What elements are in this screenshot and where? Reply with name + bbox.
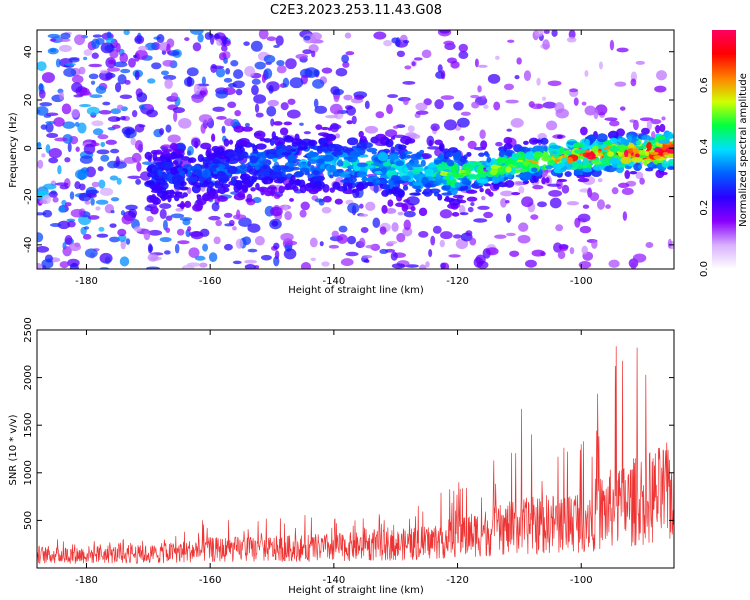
y-tick-label: 500 [23, 511, 34, 530]
y-tick-label: 20 [23, 94, 34, 107]
x-tick-label: -140 [323, 575, 346, 586]
x-tick-label: -180 [75, 276, 98, 287]
colorbar-tick-label: 0.2 [699, 200, 710, 216]
colorbar-ticks: 0.0 0.2 0.4 0.6 [699, 77, 710, 277]
x-tick-label: -160 [199, 575, 222, 586]
spectrogram-y-ticks: -40 -20 0 20 40 [23, 45, 674, 253]
colorbar-label: Normalized spectral amplitude [738, 73, 749, 227]
colorbar: 0.0 0.2 0.4 0.6 Normalized spectral amplitu… [699, 30, 749, 277]
colorbar-tick-label: 0.0 [699, 261, 710, 277]
snr-panel: -180 -160 -140 -120 -100 500 1000 1500 2000 2500… [8, 317, 675, 596]
y-tick-label: 1000 [23, 460, 34, 485]
x-tick-label: -100 [570, 276, 593, 287]
snr-y-label: SNR (10 * v/v) [8, 414, 19, 485]
spectrogram-x-ticks: -180 -160 -140 -120 -100 [75, 30, 593, 287]
spectrogram-heatmap [37, 30, 674, 269]
x-tick-label: -160 [199, 276, 222, 287]
snr-series-line [37, 346, 674, 564]
figure-title: C2E3.2023.253.11.43.G08 [270, 3, 442, 18]
y-tick-label: -40 [23, 237, 34, 253]
x-tick-label: -120 [446, 575, 469, 586]
x-tick-label: -140 [323, 276, 346, 287]
y-tick-label: 2000 [23, 365, 34, 390]
snr-x-label: Height of straight line (km) [288, 585, 424, 596]
y-tick-label: 40 [23, 45, 34, 58]
spectrogram-x-label: Height of straight line (km) [288, 285, 424, 296]
spectrogram-y-label: Frequency (Hz) [8, 112, 19, 188]
snr-y-ticks: 500 1000 1500 2000 2500 [23, 317, 674, 530]
colorbar-tick-label: 0.4 [699, 138, 710, 154]
snr-frame [36, 329, 675, 569]
y-tick-label: 1500 [23, 412, 34, 437]
colorbar-gradient [712, 30, 736, 269]
y-tick-label: 0 [23, 145, 34, 151]
x-tick-label: -120 [446, 276, 469, 287]
spectrogram-frame [36, 29, 675, 270]
y-tick-label: 2500 [23, 317, 34, 342]
snr-x-ticks: -180 -160 -140 -120 -100 [75, 330, 593, 586]
spectrogram-panel: -180 -160 -140 -120 -100 -40 -20 0 20 40 Height … [8, 29, 675, 296]
x-tick-label: -100 [570, 575, 593, 586]
y-tick-label: -20 [23, 188, 34, 204]
colorbar-tick-label: 0.6 [699, 77, 710, 93]
x-tick-label: -180 [75, 575, 98, 586]
